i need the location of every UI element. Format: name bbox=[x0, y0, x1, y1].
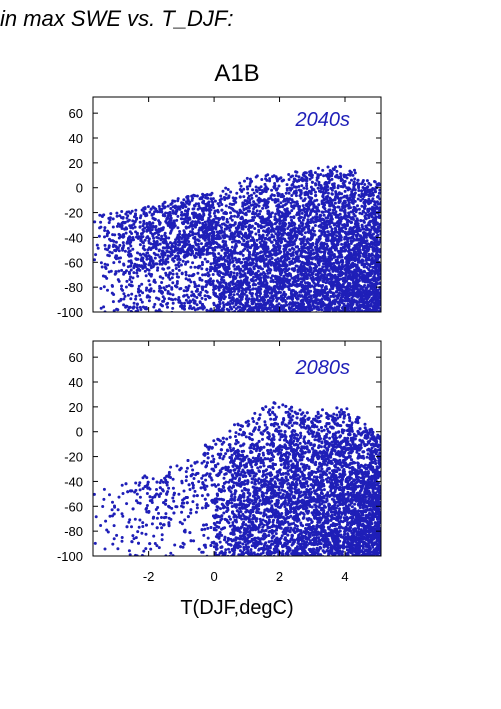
y-tick-label: 0 bbox=[76, 181, 83, 196]
axes-2040s: -100 -80 -60 -40 -20 0 20 40 60 bbox=[57, 97, 381, 320]
y-tick-label: 60 bbox=[69, 106, 83, 121]
chart-title: A1B bbox=[214, 60, 259, 87]
panel-2040s: -100 -80 -60 -40 -20 0 20 40 60 2040s bbox=[57, 96, 382, 320]
y-tick-label: -60 bbox=[64, 499, 83, 514]
scatter-points-2040s bbox=[93, 164, 381, 312]
y-tick-label: -80 bbox=[64, 280, 83, 295]
x-tick-label: 4 bbox=[341, 569, 348, 584]
panel-2080s: -100 -80 -60 -40 -20 0 20 40 60 2080s bbox=[57, 340, 382, 564]
point-cloud-2040s bbox=[93, 164, 381, 312]
x-tick-label: -2 bbox=[143, 569, 155, 584]
y-tick-label: -20 bbox=[64, 450, 83, 465]
plot-frame-2040s bbox=[92, 96, 382, 313]
y-tick-label: -20 bbox=[64, 206, 83, 221]
y-tick-label: -60 bbox=[64, 255, 83, 270]
point-cloud-2080s bbox=[93, 401, 381, 556]
panel-label-2080s: 2080s bbox=[295, 357, 351, 379]
x-tick-label: 0 bbox=[210, 569, 217, 584]
scatter-points-2080s bbox=[93, 401, 381, 556]
y-tick-label: 20 bbox=[69, 156, 83, 171]
plot-frame-2080s bbox=[92, 340, 382, 557]
y-tick-label: 20 bbox=[69, 400, 83, 415]
y-tick-label: -100 bbox=[57, 549, 83, 564]
y-tick-label: 40 bbox=[69, 131, 83, 146]
x-tick-label: 2 bbox=[276, 569, 283, 584]
y-tick-label: -40 bbox=[64, 230, 83, 245]
y-tick-label: -80 bbox=[64, 524, 83, 539]
axes-2080s: -100 -80 -60 -40 -20 0 20 40 60 bbox=[57, 341, 381, 564]
x-tick-labels: -2 0 2 4 bbox=[143, 569, 349, 584]
figure-heading: in max SWE vs. T_DJF: bbox=[0, 6, 234, 31]
y-tick-label: -40 bbox=[64, 474, 83, 489]
panel-label-2040s: 2040s bbox=[295, 109, 351, 131]
y-tick-label: -100 bbox=[57, 305, 83, 320]
y-tick-label: 40 bbox=[69, 375, 83, 390]
x-axis-label: T(DJF,degC) bbox=[180, 597, 293, 619]
y-tick-label: 60 bbox=[69, 350, 83, 365]
y-tick-label: 0 bbox=[76, 425, 83, 440]
